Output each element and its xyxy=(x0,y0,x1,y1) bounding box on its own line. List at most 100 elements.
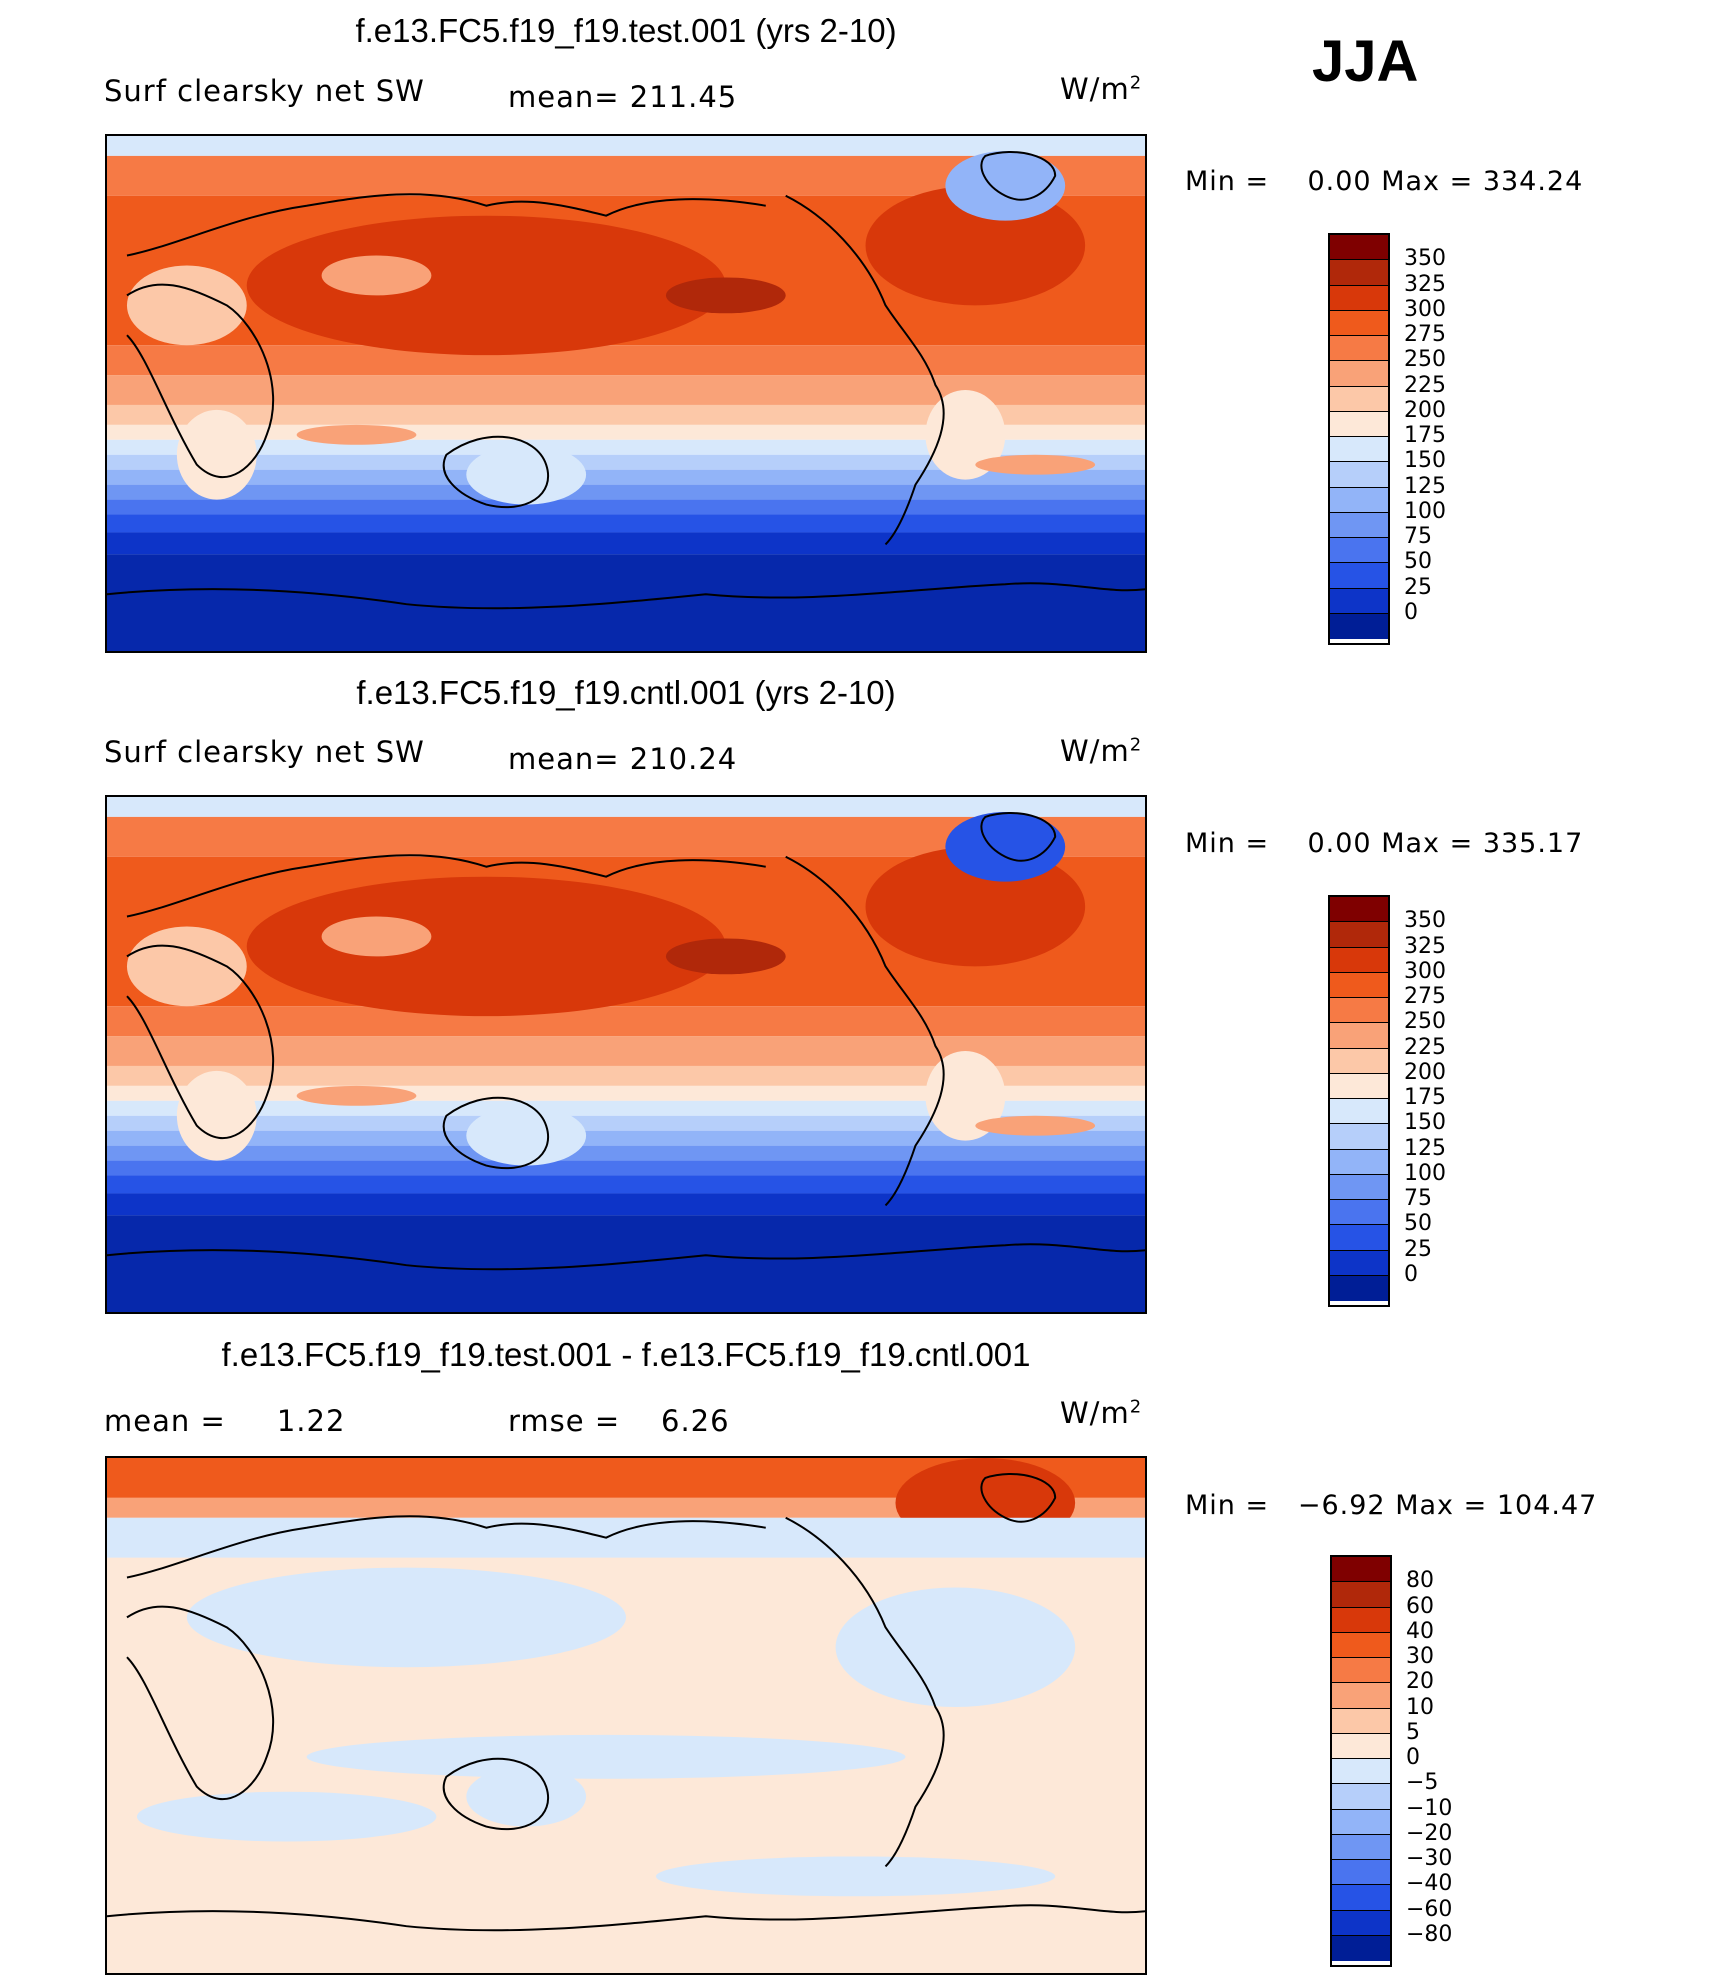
variable-label-cntl: Surf clearsky net SW xyxy=(104,735,425,769)
panel-title-cntl: f.e13.FC5.f19_f19.cntl.001 (yrs 2-10) xyxy=(356,674,896,711)
colorbar-swatch xyxy=(1332,1708,1390,1734)
colorbar-tick-label: 350 xyxy=(1404,908,1446,934)
colorbar-swatch xyxy=(1332,1632,1390,1658)
panel-title-diff: f.e13.FC5.f19_f19.test.001 - f.e13.FC5.f… xyxy=(221,1336,1031,1373)
minmax-test: Min = 0.00 Max = 334.24 xyxy=(1185,166,1584,197)
colorbar-tick-label: −60 xyxy=(1406,1896,1453,1922)
colorbar-swatch xyxy=(1330,1275,1388,1301)
minmax-diff: Min = −6.92 Max = 104.47 xyxy=(1185,1490,1598,1521)
colorbar-swatch xyxy=(1330,260,1388,286)
colorbar-swatch xyxy=(1330,1174,1388,1200)
colorbar-tick-label: 75 xyxy=(1404,1186,1432,1211)
colorbar-swatch xyxy=(1330,336,1388,362)
colorbar-tick-label: −10 xyxy=(1406,1795,1453,1821)
colorbar-swatch xyxy=(1332,1935,1390,1961)
panel-title-test: f.e13.FC5.f19_f19.test.001 (yrs 2-10) xyxy=(355,12,897,49)
colorbar-swatch xyxy=(1330,361,1388,387)
colorbar-test xyxy=(1328,233,1390,645)
minmax-cntl: Min = 0.00 Max = 335.17 xyxy=(1185,828,1584,859)
colorbar-tick-label: 80 xyxy=(1406,1568,1434,1594)
colorbar-tick-label: 125 xyxy=(1404,1135,1446,1161)
map-diff xyxy=(105,1456,1147,1975)
colorbar-tick-label: 20 xyxy=(1406,1669,1434,1695)
colorbar-swatch xyxy=(1330,1023,1388,1049)
colorbar-swatch xyxy=(1330,1250,1388,1276)
colorbar-tick-label: 225 xyxy=(1404,1034,1446,1060)
colorbar-tick-label: 25 xyxy=(1404,1236,1432,1262)
mean-label-cntl: mean= 210.24 xyxy=(508,742,738,776)
colorbar-swatch xyxy=(1330,563,1388,589)
colorbar-swatch xyxy=(1330,897,1388,923)
colorbar-tick-label: 40 xyxy=(1406,1618,1434,1644)
colorbar-tick-label: 75 xyxy=(1404,524,1432,549)
colorbar-tick-label: 175 xyxy=(1404,423,1446,448)
colorbar-swatch xyxy=(1330,411,1388,437)
colorbar-swatch xyxy=(1330,588,1388,614)
colorbar-swatch xyxy=(1330,487,1388,513)
colorbar-tick-label: 200 xyxy=(1404,1059,1446,1085)
colorbar-tick-label: 300 xyxy=(1404,296,1446,322)
colorbar-tick-label: 0 xyxy=(1406,1745,1420,1770)
colorbar-swatch xyxy=(1330,947,1388,973)
colorbar-swatch xyxy=(1332,1582,1390,1608)
colorbar-tick-label: −20 xyxy=(1406,1820,1453,1846)
variable-label-test: Surf clearsky net SW xyxy=(104,74,425,108)
colorbar-tick-label: 150 xyxy=(1404,448,1446,474)
colorbar-swatch xyxy=(1332,1759,1390,1785)
colorbar-swatch xyxy=(1330,512,1388,538)
mean-label-test: mean= 211.45 xyxy=(508,80,738,114)
colorbar-swatch xyxy=(1330,613,1388,639)
colorbar-swatch xyxy=(1330,922,1388,948)
colorbar-tick-label: 30 xyxy=(1406,1644,1434,1669)
colorbar-tick-label: 50 xyxy=(1404,549,1432,575)
colorbar-swatch xyxy=(1332,1809,1390,1835)
colorbar-tick-label: 150 xyxy=(1404,1110,1446,1136)
colorbar-tick-label: 50 xyxy=(1404,1211,1432,1237)
colorbar-swatch xyxy=(1330,1225,1388,1251)
colorbar-swatch xyxy=(1330,462,1388,488)
colorbar-swatch xyxy=(1332,1607,1390,1633)
colorbar-tick-label: 225 xyxy=(1404,372,1446,398)
colorbar-swatch xyxy=(1330,386,1388,412)
map-test xyxy=(105,134,1147,653)
colorbar-tick-label: 60 xyxy=(1406,1593,1434,1619)
colorbar-diff xyxy=(1330,1555,1392,1967)
colorbar-swatch xyxy=(1330,285,1388,311)
colorbar-swatch xyxy=(1332,1683,1390,1709)
colorbar-swatch xyxy=(1330,235,1388,261)
rmse-label-diff: rmse = 6.26 xyxy=(508,1404,730,1438)
colorbar-swatch xyxy=(1330,538,1388,564)
colorbar-swatch xyxy=(1332,1860,1390,1886)
colorbar-swatch xyxy=(1330,1124,1388,1150)
colorbar-tick-label: 25 xyxy=(1404,574,1432,600)
colorbar-swatch xyxy=(1332,1834,1390,1860)
colorbar-tick-label: 325 xyxy=(1404,933,1446,959)
colorbar-tick-label: 275 xyxy=(1404,984,1446,1009)
colorbar-swatch xyxy=(1332,1658,1390,1684)
colorbar-tick-label: −40 xyxy=(1406,1871,1453,1897)
colorbar-tick-label: 200 xyxy=(1404,397,1446,423)
map-test-field xyxy=(107,136,1145,651)
colorbar-swatch xyxy=(1330,1099,1388,1125)
colorbar-tick-label: 325 xyxy=(1404,271,1446,297)
colorbar-tick-label: 350 xyxy=(1404,246,1446,272)
units-label-test: W/m2 xyxy=(1060,72,1143,106)
colorbar-tick-label: 100 xyxy=(1404,1160,1446,1186)
colorbar-swatch xyxy=(1330,972,1388,998)
colorbar-tick-label: 300 xyxy=(1404,958,1446,984)
colorbar-tick-label: 100 xyxy=(1404,498,1446,524)
colorbar-tick-label: −5 xyxy=(1406,1770,1439,1796)
colorbar-swatch xyxy=(1332,1784,1390,1810)
colorbar-swatch xyxy=(1332,1910,1390,1936)
colorbar-swatch xyxy=(1330,310,1388,336)
colorbar-swatch xyxy=(1330,998,1388,1024)
colorbar-tick-label: 5 xyxy=(1406,1719,1420,1745)
colorbar-tick-label: 250 xyxy=(1404,347,1446,373)
season-label: JJA xyxy=(1312,29,1419,94)
colorbar-swatch xyxy=(1332,1885,1390,1911)
map-diff-field xyxy=(107,1458,1145,1973)
colorbar-swatch xyxy=(1330,1073,1388,1099)
units-label-cntl: W/m2 xyxy=(1060,734,1143,768)
colorbar-tick-label: 0 xyxy=(1404,1261,1418,1287)
colorbar-swatch xyxy=(1330,1149,1388,1175)
